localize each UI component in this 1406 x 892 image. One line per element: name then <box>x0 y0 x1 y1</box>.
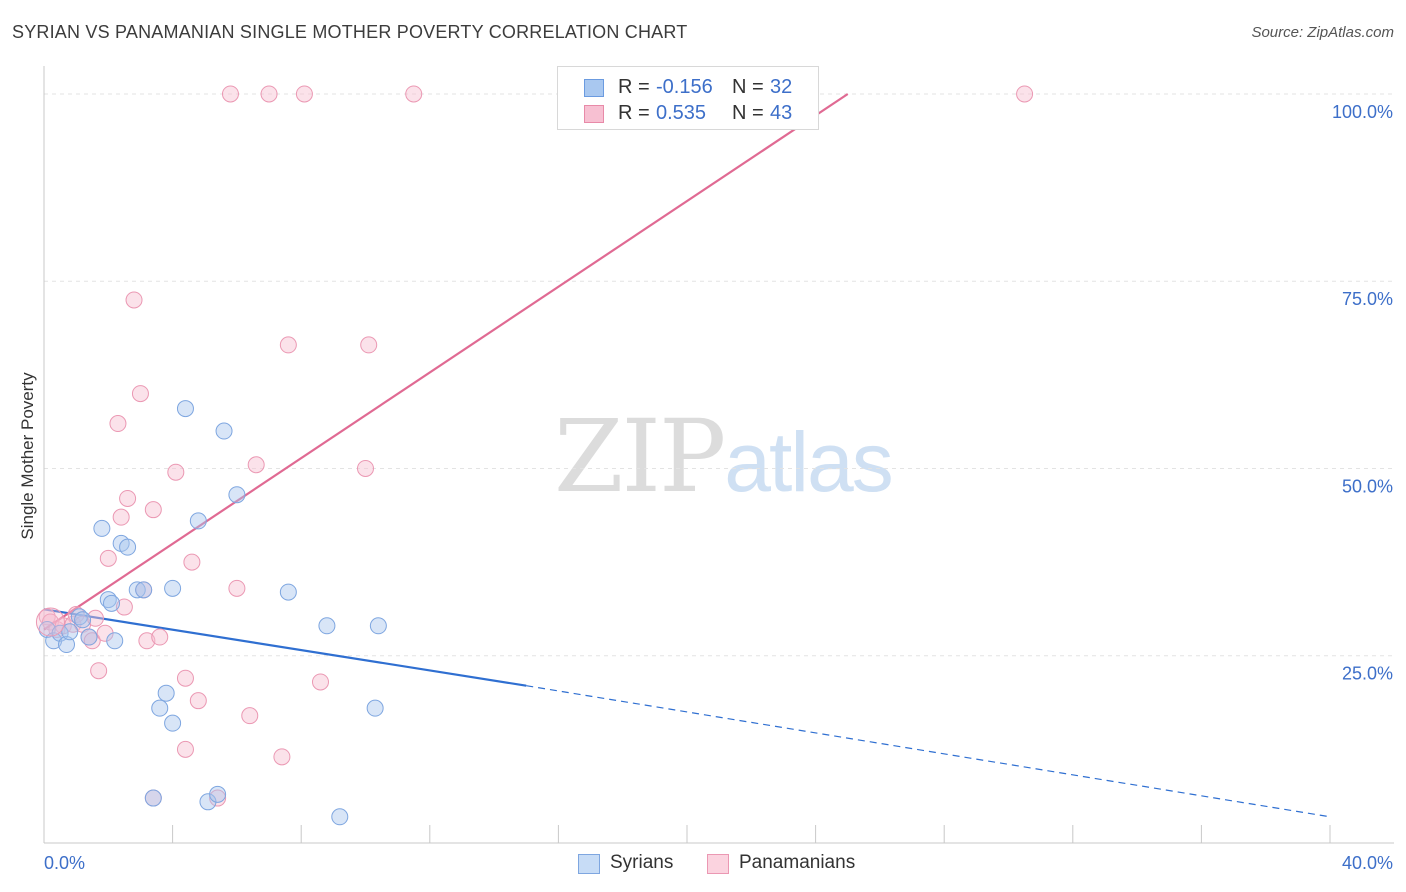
panamanian-cluster-point <box>35 607 65 637</box>
legend-row-panamanians: R = 0.535 N = 43 <box>558 101 818 129</box>
panamanian-point <box>125 291 143 309</box>
syrian-point <box>176 400 194 418</box>
panamanian-point <box>273 748 291 766</box>
panamanian-point <box>176 669 194 687</box>
syrian-point <box>74 611 92 629</box>
panamanian-point <box>360 336 378 354</box>
legend-r-value: -0.156 <box>656 76 713 98</box>
panamanian-point <box>138 632 156 650</box>
panamanian-point <box>144 501 162 519</box>
panamanian-point <box>176 740 194 758</box>
panamanians-trend-line <box>43 93 849 631</box>
legend-r-value: 0.535 <box>656 102 707 124</box>
y-tick-label: 25.0% <box>1342 664 1393 684</box>
y-tick-label: 50.0% <box>1342 476 1393 496</box>
y-tick-label: 100.0% <box>1332 102 1393 122</box>
panamanian-point <box>260 85 278 103</box>
bottom-legend-swatch-syrians <box>578 854 600 874</box>
data-points <box>35 85 1034 826</box>
panamanian-point <box>357 459 374 477</box>
syrian-point <box>189 512 207 530</box>
panamanian-point <box>119 489 137 507</box>
panamanian-point <box>189 692 207 710</box>
syrian-point <box>93 519 111 537</box>
panamanian-point <box>241 707 259 725</box>
syrian-point <box>106 632 124 650</box>
panamanian-point <box>228 579 246 597</box>
source-label: Source: ZipAtlas.com <box>1251 24 1394 41</box>
x-tick-label: 0.0% <box>44 853 85 873</box>
syrian-point <box>103 594 121 612</box>
syrian-point <box>144 789 162 807</box>
syrian-point <box>58 636 76 654</box>
syrian-point <box>70 608 88 626</box>
legend-r-label: R = <box>618 102 650 124</box>
panamanian-point <box>99 549 117 567</box>
syrian-point <box>135 581 153 599</box>
panamanian-point <box>112 508 130 526</box>
y-tick-label: 75.0% <box>1342 289 1393 309</box>
panamanian-point <box>209 789 227 807</box>
panamanian-point <box>109 415 127 433</box>
syrian-point <box>164 579 182 597</box>
legend-swatch-panamanians <box>584 105 604 123</box>
syrian-point <box>331 808 349 826</box>
syrian-point <box>151 699 169 717</box>
syrians-trend-line <box>43 608 527 687</box>
syrian-point <box>164 714 182 732</box>
syrian-point <box>215 422 233 440</box>
axes <box>43 66 1394 844</box>
panamanian-point <box>311 673 329 691</box>
panamanian-point <box>151 628 169 646</box>
panamanian-point <box>131 385 149 403</box>
panamanian-point <box>247 456 265 474</box>
syrian-point <box>366 699 384 717</box>
correlation-legend: R = -0.156 N = 32 R = 0.535 N = 43 <box>557 66 819 130</box>
panamanian-point <box>279 336 297 354</box>
legend-r-label: R = <box>618 76 650 98</box>
legend-n-value: 43 <box>770 102 793 124</box>
watermark: ZIPatlas <box>554 398 894 515</box>
panamanian-point <box>405 85 423 103</box>
syrian-point <box>369 617 387 635</box>
panamanian-point <box>183 553 201 571</box>
panamanian-point <box>90 662 108 680</box>
trend-lines <box>43 93 1331 818</box>
chart-title: SYRIAN VS PANAMANIAN SINGLE MOTHER POVER… <box>12 22 688 42</box>
tick-labels: 25.0% 50.0% 75.0% 100.0% 0.0% 40.0% <box>44 102 1393 873</box>
bottom-legend-label-panamanians: Panamanians <box>739 852 856 873</box>
bottom-legend-label-syrians: Syrians <box>610 852 674 873</box>
panamanian-point <box>295 85 313 103</box>
panamanian-point <box>115 598 133 616</box>
syrian-point <box>80 628 98 646</box>
syrian-point <box>119 538 137 556</box>
panamanian-point <box>221 85 239 103</box>
syrian-point <box>228 486 246 504</box>
legend-n-label: N = <box>732 76 764 98</box>
bottom-legend-swatch-panamanians <box>707 854 729 874</box>
syrian-point <box>318 617 336 635</box>
x-tick-label: 40.0% <box>1342 853 1393 873</box>
legend-n-label: N = <box>732 102 764 124</box>
legend-n-value: 32 <box>770 76 793 98</box>
syrian-point <box>279 583 297 601</box>
watermark-atlas: atlas <box>724 415 893 509</box>
syrian-point <box>157 684 175 702</box>
panamanian-point <box>167 463 185 481</box>
syrians-trend-extension <box>526 685 1331 818</box>
legend-row-syrians: R = -0.156 N = 32 <box>558 75 818 103</box>
panamanian-point <box>1016 85 1034 103</box>
syrian-point <box>209 785 227 803</box>
legend-swatch-syrians <box>584 79 604 97</box>
watermark-zip: ZIP <box>554 398 726 515</box>
syrian-point <box>61 623 79 641</box>
syrian-point <box>128 581 146 599</box>
grid-lines <box>44 93 1394 657</box>
